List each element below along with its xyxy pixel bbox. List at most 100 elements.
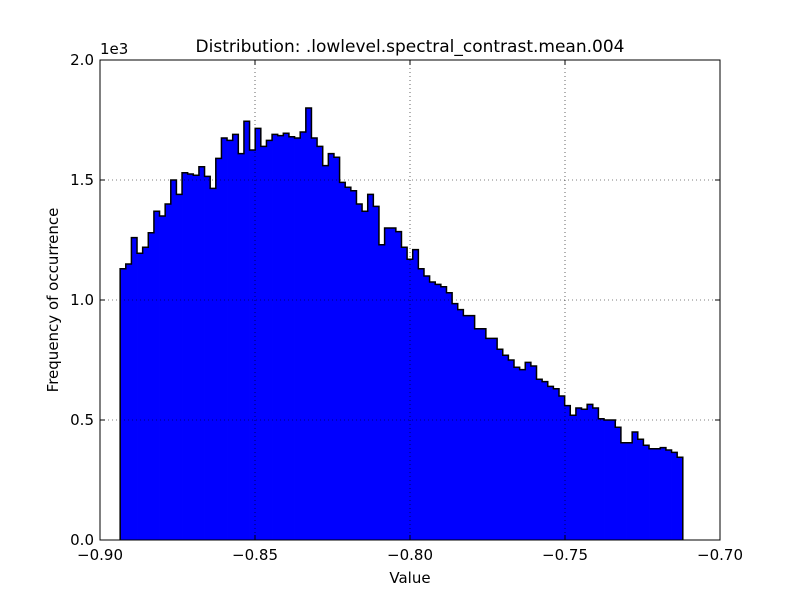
histogram-bar <box>232 134 239 540</box>
histogram-bar <box>221 138 228 540</box>
histogram-bar <box>508 360 515 540</box>
histogram-bar <box>238 153 245 540</box>
x-tick-label: −0.80 <box>387 546 433 564</box>
histogram-bar <box>176 194 183 540</box>
histogram-bar <box>182 172 189 541</box>
histogram-bar <box>170 180 177 540</box>
histogram-bar <box>187 174 194 540</box>
histogram-bar <box>446 292 453 540</box>
histogram-bar <box>153 211 160 540</box>
histogram-bar <box>620 442 627 540</box>
histogram-bar <box>288 136 295 541</box>
histogram-bar <box>468 315 476 540</box>
histogram-bar <box>390 228 397 540</box>
histogram-bar <box>485 338 492 540</box>
histogram-bar <box>598 418 605 540</box>
histogram-bar <box>339 182 346 540</box>
histogram-bar <box>457 309 464 540</box>
histogram-bar <box>243 121 250 540</box>
x-tick-label: −0.70 <box>697 546 743 564</box>
histogram-bar <box>564 405 571 540</box>
histogram-bar <box>592 408 599 540</box>
histogram-bar <box>559 396 566 540</box>
histogram-bar <box>429 282 436 540</box>
y-axis-label: Frequency of occurrence <box>44 208 62 393</box>
histogram-bar <box>198 166 205 541</box>
histogram-bar <box>277 135 284 540</box>
histogram-bar <box>463 315 470 540</box>
histogram-bar <box>626 442 633 540</box>
histogram-bar <box>322 165 329 540</box>
histogram-bar <box>125 264 132 540</box>
histogram-bar <box>418 268 425 540</box>
histogram-bar <box>260 146 267 540</box>
histogram-bar <box>193 175 200 540</box>
histogram-bar <box>609 420 616 540</box>
y-tick-label: 2.0 <box>70 51 94 69</box>
histogram-bar <box>272 134 279 540</box>
histogram-bar <box>660 447 667 540</box>
histogram-bar <box>378 244 385 541</box>
histogram-bar <box>204 176 211 540</box>
histogram-outline <box>119 107 684 540</box>
histogram-bar <box>317 146 324 540</box>
histogram-bar <box>649 448 656 540</box>
histogram-bar <box>525 362 532 540</box>
histogram-bar <box>637 439 644 540</box>
histogram-bar <box>227 140 234 540</box>
x-tick-label: −0.90 <box>77 546 123 564</box>
histogram-bar <box>542 381 549 540</box>
histogram-bar <box>395 231 402 540</box>
histogram-bar <box>137 253 144 540</box>
histogram-bar <box>547 386 554 540</box>
histogram-bar <box>362 211 369 540</box>
histogram-bar <box>423 276 431 540</box>
histogram-bar <box>530 366 537 540</box>
histogram-bar <box>502 355 509 540</box>
histogram-bar <box>159 216 166 540</box>
histogram-bar <box>165 204 172 540</box>
histogram-bar <box>328 153 335 540</box>
histogram-bar <box>294 138 301 540</box>
histogram-bar <box>643 445 650 540</box>
histogram-bar <box>142 247 149 540</box>
histogram-bar <box>604 420 611 540</box>
y-tick-label: 1.5 <box>70 171 94 189</box>
histogram-bars <box>119 107 684 541</box>
x-axis: −0.90 −0.85 −0.80 −0.75 −0.70 <box>77 60 743 564</box>
histogram-bar <box>120 268 127 540</box>
histogram-bar <box>575 408 582 540</box>
x-tick-label: −0.85 <box>232 546 278 564</box>
histogram-bar <box>384 228 391 540</box>
histogram-bar <box>435 284 442 540</box>
histogram-bar <box>350 190 357 541</box>
histogram-bar <box>677 457 684 540</box>
chart-title: Distribution: .lowlevel.spectral_contras… <box>196 37 625 57</box>
histogram-bar <box>665 450 672 540</box>
histogram-bar <box>210 188 217 540</box>
histogram-bar <box>345 187 352 540</box>
histogram-bar <box>407 259 414 540</box>
histogram-bar <box>671 452 678 540</box>
histogram-bar <box>480 328 487 540</box>
histogram-bar <box>305 108 312 540</box>
histogram-bar <box>536 379 543 540</box>
histogram-bar <box>148 232 155 541</box>
histogram-bar <box>632 432 639 540</box>
histogram-bar <box>401 247 408 540</box>
histogram-bar <box>255 128 262 540</box>
histogram-bar <box>131 237 138 540</box>
histogram-bar <box>519 369 526 540</box>
y-tick-label: 0.5 <box>70 411 94 429</box>
y-tick-label: 1.0 <box>70 291 94 309</box>
histogram-bar <box>356 204 363 540</box>
histogram-bar <box>474 328 481 540</box>
histogram-bar <box>249 150 256 540</box>
histogram-bar <box>412 249 419 540</box>
x-axis-label: Value <box>389 569 430 587</box>
histogram-bar <box>266 140 273 540</box>
histogram-bar <box>570 415 577 540</box>
histogram-bar <box>311 138 318 540</box>
histogram-bar <box>333 157 340 540</box>
